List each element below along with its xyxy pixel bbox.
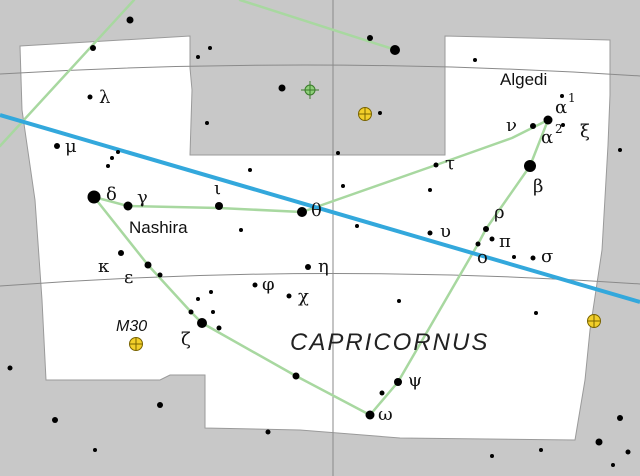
star-omega <box>365 410 375 420</box>
star-name-algedi: Algedi <box>500 70 547 89</box>
label-iota: ι <box>214 178 221 199</box>
label-psi: ψ <box>408 370 422 391</box>
label-kappa: κ <box>98 256 110 277</box>
label-pi: π <box>499 231 511 252</box>
label-nu: ν <box>506 115 517 136</box>
star-delta <box>87 190 101 204</box>
label-lambda: λ <box>99 87 110 108</box>
label-alpha2-sup: 2 <box>555 122 563 136</box>
label-omega: ω <box>378 404 393 425</box>
label-zeta: ζ <box>181 329 191 350</box>
star-nu <box>530 123 536 129</box>
stars <box>7 16 631 467</box>
star-alpha1 <box>561 123 565 127</box>
globular-cluster-icon <box>358 107 372 121</box>
m30-icon <box>129 337 143 351</box>
star-epsilon <box>144 261 152 269</box>
star-rho <box>483 226 489 232</box>
label-sigma: σ <box>541 246 553 267</box>
star-iota <box>215 202 223 210</box>
label-gamma: γ <box>137 187 148 208</box>
star-psi <box>394 378 402 386</box>
label-alpha2: α <box>541 127 553 148</box>
label-alpha1: α <box>555 97 567 118</box>
star-zeta <box>197 318 207 328</box>
star-omicron <box>475 241 481 247</box>
label-upsilon: υ <box>440 221 451 242</box>
greek-labels: λ μ δ γ ι θ τ ν α 1 α 2 ξ β ρ π ο σ υ κ … <box>65 87 590 425</box>
star-pi <box>489 236 495 242</box>
planetary-nebula-icon <box>301 81 319 99</box>
star-mu <box>54 143 60 149</box>
constellation-boundary <box>19 35 611 441</box>
star-upsilon <box>427 230 433 236</box>
globular-cluster-icon <box>587 314 601 328</box>
ecliptic-line <box>0 113 640 304</box>
star-name-nashira: Nashira <box>129 218 188 237</box>
label-omicron: ο <box>477 247 488 268</box>
star-chi <box>286 293 292 299</box>
star-kappa <box>118 250 124 256</box>
label-theta: θ <box>311 200 322 221</box>
label-phi: φ <box>262 274 275 295</box>
label-xi: ξ <box>580 121 590 142</box>
label-beta: β <box>533 176 543 197</box>
star-gamma <box>123 201 133 211</box>
label-rho: ρ <box>494 202 505 223</box>
star-tau <box>433 162 439 168</box>
label-chi: χ <box>298 286 309 307</box>
label-mu: μ <box>65 136 77 157</box>
star-eta <box>305 264 311 270</box>
constellation-title: CAPRICORNUS <box>290 329 489 356</box>
star-phi <box>252 282 258 288</box>
star-sigma <box>530 255 536 261</box>
m30-label: M30 <box>116 318 147 335</box>
label-tau: τ <box>445 153 455 174</box>
label-eta: η <box>318 256 329 277</box>
star-alpha2 <box>543 115 553 125</box>
star-theta <box>297 207 307 217</box>
label-alpha1-sup: 1 <box>568 91 576 105</box>
star-lambda <box>87 94 93 100</box>
label-delta: δ <box>106 184 117 205</box>
label-epsilon: ε <box>124 267 133 288</box>
star-beta <box>524 160 536 172</box>
